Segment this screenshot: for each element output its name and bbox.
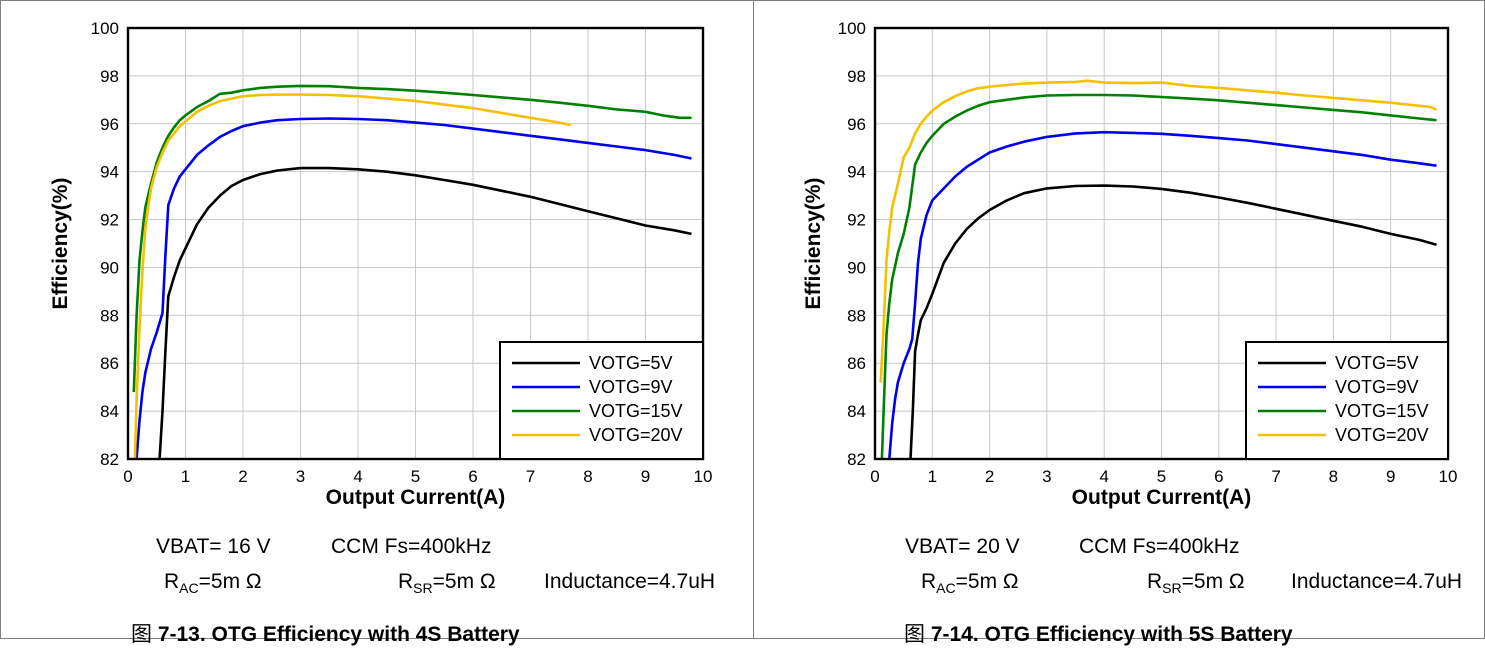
chart1-x-tick-label: 7 [1271, 467, 1280, 486]
chart0-x-tick-label: 8 [583, 467, 592, 486]
chart-panel-5s: 0 1 2 3 4 5 6 7 8 9 10 82 84 86 88 90 92 94 96 98 100 Output … [754, 0, 1485, 646]
chart1-y-tick-label: 98 [847, 67, 866, 86]
chart0-x-tick-label: 1 [181, 467, 190, 486]
chart0-x-tick-label: 3 [296, 467, 305, 486]
inductance-label: Inductance=4.7uH [544, 570, 716, 593]
chart0-y-tick-label: 82 [100, 450, 119, 469]
chart1-series-line-2 [880, 93, 1437, 459]
chart1-x-axis-label: Output Current(A) [1072, 486, 1252, 509]
chart1-legend-box [1245, 341, 1449, 460]
rac-label: RAC=5m Ω [164, 570, 262, 597]
inductance-label: Inductance=4.7uH [1291, 570, 1463, 593]
chart1-x-tick-label: 8 [1329, 467, 1338, 486]
chart1-x-tick-label: 1 [928, 467, 937, 486]
chart1-plot-frame [873, 26, 1450, 461]
chart1-x-tick-label: 3 [1042, 467, 1051, 486]
chart0-y-tick-label: 88 [100, 306, 119, 325]
chart0-x-tick-label: 6 [468, 467, 477, 486]
chart0-legend-label-0: VOTG=5V [589, 353, 673, 373]
chart0-y-tick-label: 100 [91, 19, 119, 38]
chart1-y-axis-label: Efficiency(%) [802, 178, 825, 310]
chart0-x-tick-label: 4 [353, 467, 362, 486]
chart1-y-tick-label: 86 [847, 354, 866, 373]
chart0-series-line-3 [133, 93, 572, 459]
chart1-legend-label-2: VOTG=15V [1335, 401, 1429, 421]
chart0-legend-box [499, 341, 704, 460]
chart1-y-tick-label: 82 [847, 450, 866, 469]
chart1-legend-label-3: VOTG=20V [1335, 425, 1429, 445]
rac-label: RAC=5m Ω [921, 570, 1019, 597]
chart0-y-tick-label: 90 [100, 258, 119, 277]
chart1-series-line-3 [879, 79, 1438, 383]
chart0-legend-label-3: VOTG=20V [589, 425, 683, 445]
chart0-x-tick-label: 10 [694, 467, 713, 486]
chart0-x-tick-label: 0 [123, 467, 132, 486]
chart0-y-axis-label: Efficiency(%) [49, 178, 72, 310]
chart0-legend-label-2: VOTG=15V [589, 401, 683, 421]
ccm-frequency-label: CCM Fs=400kHz [1079, 535, 1240, 558]
chart0-x-tick-label: 5 [411, 467, 420, 486]
chart0-x-tick-label: 2 [238, 467, 247, 486]
chart1-y-tick-label: 92 [847, 211, 866, 230]
vbat-label: VBAT= 20 V [905, 535, 1020, 558]
chart0-y-tick-label: 86 [100, 354, 119, 373]
vbat-label: VBAT= 16 V [156, 535, 271, 558]
chart1-x-tick-label: 0 [870, 467, 879, 486]
efficiency-chart-5s: 0 1 2 3 4 5 6 7 8 9 10 82 84 86 88 90 92 94 96 98 100 Output … [802, 19, 1458, 509]
chart0-x-tick-label: 9 [641, 467, 650, 486]
chart1-x-tick-label: 6 [1214, 467, 1223, 486]
chart1-x-tick-label: 9 [1386, 467, 1395, 486]
efficiency-chart-4s: 0 1 2 3 4 5 6 7 8 9 10 82 84 86 88 90 92 94 96 98 100 Output … [49, 19, 713, 509]
chart0-series-line-1 [135, 117, 692, 459]
chart0-y-tick-label: 84 [100, 402, 119, 421]
chart0-y-tick-label: 92 [100, 211, 119, 230]
figure-caption: 图 7-14. OTG Efficiency with 5S Battery [904, 622, 1293, 646]
chart1-y-tick-label: 90 [847, 258, 866, 277]
rsr-label: RSR=5m Ω [1147, 570, 1245, 597]
chart1-y-tick-label: 88 [847, 306, 866, 325]
chart0-y-tick-label: 94 [100, 163, 119, 182]
chart0-plot-frame [126, 26, 705, 461]
chart0-x-axis-label: Output Current(A) [326, 486, 506, 509]
ccm-frequency-label: CCM Fs=400kHz [331, 535, 492, 558]
chart0-series-line-0 [158, 166, 692, 459]
chart1-y-tick-label: 96 [847, 115, 866, 134]
chart1-legend-label-0: VOTG=5V [1335, 353, 1419, 373]
chart0-legend-label-1: VOTG=9V [589, 377, 673, 397]
chart1-x-tick-label: 10 [1439, 467, 1458, 486]
figure-caption: 图 7-13. OTG Efficiency with 4S Battery [131, 622, 520, 646]
chart1-series-line-0 [909, 184, 1437, 459]
rsr-label: RSR=5m Ω [398, 570, 496, 597]
chart0-y-tick-label: 96 [100, 115, 119, 134]
chart1-x-tick-label: 4 [1099, 467, 1108, 486]
chart1-y-tick-label: 100 [838, 19, 866, 38]
chart1-y-tick-label: 84 [847, 402, 866, 421]
chart1-series-line-1 [888, 130, 1437, 459]
chart-panel-4s: 0 1 2 3 4 5 6 7 8 9 10 82 84 86 88 90 92 94 96 98 100 Output … [0, 0, 754, 646]
chart1-y-tick-label: 94 [847, 163, 866, 182]
chart1-x-tick-label: 2 [985, 467, 994, 486]
chart0-x-tick-label: 7 [526, 467, 535, 486]
chart1-x-tick-label: 5 [1157, 467, 1166, 486]
chart1-legend-label-1: VOTG=9V [1335, 377, 1419, 397]
chart0-y-tick-label: 98 [100, 67, 119, 86]
